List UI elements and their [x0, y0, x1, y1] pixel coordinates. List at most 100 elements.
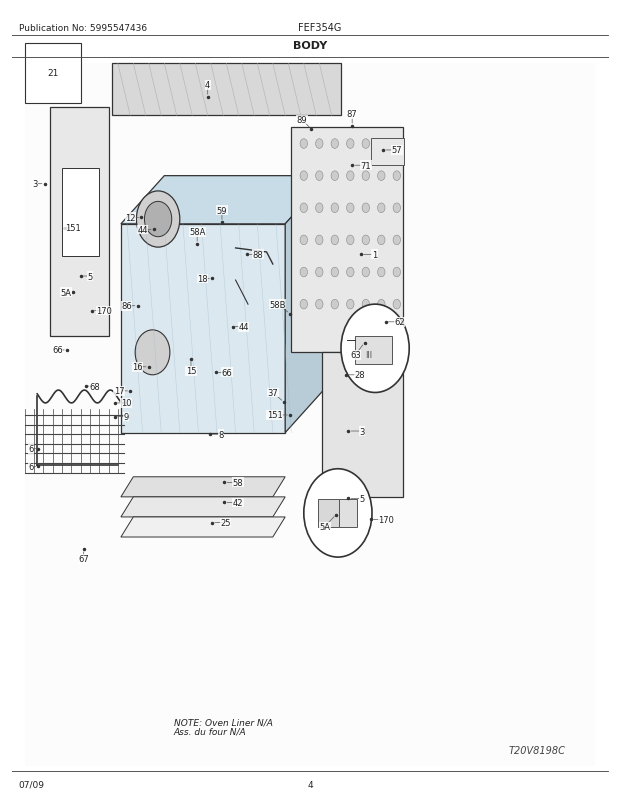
Circle shape	[144, 202, 172, 237]
Circle shape	[300, 268, 308, 277]
Circle shape	[331, 300, 339, 310]
Circle shape	[316, 204, 323, 213]
Polygon shape	[121, 176, 329, 225]
Circle shape	[378, 140, 385, 149]
Circle shape	[393, 172, 401, 181]
Circle shape	[300, 140, 308, 149]
Text: 10: 10	[121, 399, 131, 408]
Circle shape	[393, 204, 401, 213]
Text: 42: 42	[233, 498, 243, 508]
Circle shape	[316, 172, 323, 181]
Text: 88: 88	[252, 250, 264, 260]
Text: 58B: 58B	[270, 300, 286, 310]
Circle shape	[378, 268, 385, 277]
Circle shape	[331, 236, 339, 245]
Circle shape	[316, 140, 323, 149]
Text: 58: 58	[232, 478, 244, 488]
Circle shape	[362, 140, 370, 149]
Polygon shape	[121, 477, 285, 497]
Text: 170: 170	[96, 306, 112, 316]
Circle shape	[347, 204, 354, 213]
Text: 6: 6	[29, 444, 33, 454]
Circle shape	[316, 236, 323, 245]
FancyBboxPatch shape	[25, 64, 595, 766]
Text: 59: 59	[217, 206, 227, 216]
Circle shape	[331, 268, 339, 277]
Text: 62: 62	[394, 318, 405, 327]
Text: 66: 66	[221, 368, 232, 378]
Polygon shape	[121, 497, 285, 517]
Text: 28: 28	[354, 371, 365, 380]
Circle shape	[393, 236, 401, 245]
Polygon shape	[62, 168, 99, 257]
Text: 58A: 58A	[189, 228, 205, 237]
Text: 87: 87	[347, 110, 358, 119]
Text: 18: 18	[197, 274, 208, 284]
Circle shape	[393, 300, 401, 310]
Polygon shape	[121, 225, 285, 433]
Circle shape	[347, 268, 354, 277]
Text: 3: 3	[33, 180, 38, 189]
Text: 25: 25	[221, 518, 231, 528]
Text: FEF354G: FEF354G	[298, 23, 341, 33]
Circle shape	[347, 172, 354, 181]
Text: 5A: 5A	[319, 522, 330, 532]
Text: 5: 5	[87, 272, 92, 282]
Circle shape	[362, 300, 370, 310]
Circle shape	[331, 140, 339, 149]
Circle shape	[300, 172, 308, 181]
Text: 16: 16	[132, 363, 143, 372]
Text: 44: 44	[138, 225, 148, 235]
Text: 37: 37	[267, 388, 278, 398]
Polygon shape	[285, 176, 329, 433]
Text: 71: 71	[360, 161, 371, 171]
FancyBboxPatch shape	[318, 500, 339, 527]
Text: T20V8198C: T20V8198C	[508, 745, 565, 755]
Text: 4: 4	[205, 81, 210, 91]
FancyBboxPatch shape	[25, 44, 81, 104]
Circle shape	[136, 192, 180, 248]
Polygon shape	[121, 517, 285, 537]
Circle shape	[316, 268, 323, 277]
Text: Ass. du four N/A: Ass. du four N/A	[174, 727, 246, 736]
Text: 15: 15	[186, 367, 196, 376]
Text: 57: 57	[391, 146, 402, 156]
Circle shape	[362, 236, 370, 245]
Circle shape	[316, 300, 323, 310]
Text: |||: |||	[365, 351, 373, 358]
Circle shape	[378, 204, 385, 213]
Polygon shape	[291, 128, 403, 353]
Circle shape	[300, 204, 308, 213]
Text: 8: 8	[218, 430, 223, 439]
Circle shape	[347, 236, 354, 245]
Text: 1: 1	[372, 250, 377, 260]
Text: 68: 68	[89, 382, 100, 391]
Text: 170: 170	[378, 515, 394, 525]
Polygon shape	[50, 108, 108, 337]
Text: NOTE: Oven Liner N/A: NOTE: Oven Liner N/A	[174, 717, 272, 727]
Text: 9: 9	[123, 412, 128, 422]
Text: 4: 4	[307, 780, 313, 789]
Text: 3: 3	[360, 427, 365, 436]
Circle shape	[304, 469, 372, 557]
Polygon shape	[322, 353, 403, 497]
Text: 12: 12	[125, 213, 135, 223]
Text: 6: 6	[29, 462, 33, 472]
Text: 5A: 5A	[60, 288, 71, 298]
Text: 17: 17	[113, 387, 125, 396]
Text: 44: 44	[239, 322, 249, 332]
Text: 67: 67	[78, 554, 89, 564]
Circle shape	[331, 172, 339, 181]
Circle shape	[393, 140, 401, 149]
FancyBboxPatch shape	[371, 139, 404, 166]
Circle shape	[393, 268, 401, 277]
Circle shape	[362, 172, 370, 181]
Text: 89: 89	[296, 115, 308, 125]
Circle shape	[331, 204, 339, 213]
Polygon shape	[112, 64, 341, 116]
Text: 5: 5	[360, 494, 365, 504]
Text: 86: 86	[121, 302, 132, 311]
Circle shape	[341, 305, 409, 393]
FancyBboxPatch shape	[339, 500, 356, 527]
Text: 21: 21	[47, 69, 58, 79]
